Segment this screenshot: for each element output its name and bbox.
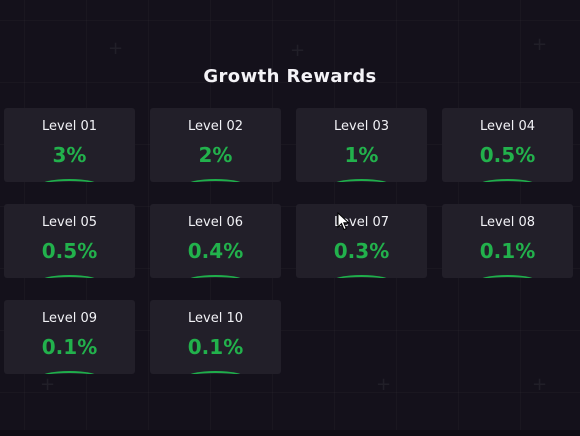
page-title: Growth Rewards [203,66,377,87]
plus-decoration-icon: + [40,374,56,395]
arc-decoration-icon [332,275,391,278]
reward-percent: 0.4% [187,239,244,263]
arc-decoration-icon [40,371,99,374]
reward-level-label: Level 03 [334,119,389,134]
reward-level-label: Level 05 [42,215,97,230]
reward-percent: 0.1% [187,335,244,359]
reward-card-level-08[interactable]: Level 08 0.1% [442,204,573,278]
arc-decoration-icon [332,179,391,182]
reward-percent: 3% [52,143,87,167]
reward-percent: 1% [344,143,379,167]
reward-card-level-05[interactable]: Level 05 0.5% [4,204,135,278]
reward-level-label: Level 09 [42,311,97,326]
reward-percent: 0.5% [479,143,536,167]
bottom-edge-bar [0,430,580,436]
reward-percent: 0.1% [41,335,98,359]
arc-decoration-icon [40,275,99,278]
reward-percent: 2% [198,143,233,167]
plus-decoration-icon: + [290,40,306,61]
arc-decoration-icon [478,275,537,278]
reward-level-label: Level 10 [188,311,243,326]
arc-decoration-icon [186,275,245,278]
arc-decoration-icon [186,371,245,374]
plus-decoration-icon: + [532,34,548,55]
mouse-pointer-icon [337,212,350,231]
reward-card-level-09[interactable]: Level 09 0.1% [4,300,135,374]
arc-decoration-icon [40,179,99,182]
reward-card-level-01[interactable]: Level 01 3% [4,108,135,182]
reward-level-label: Level 08 [480,215,535,230]
reward-level-label: Level 07 [334,215,389,230]
reward-percent: 0.1% [479,239,536,263]
reward-level-label: Level 04 [480,119,535,134]
rewards-grid: Level 01 3% Level 02 2% Level 03 1% Leve… [4,108,573,374]
reward-level-label: Level 02 [188,119,243,134]
reward-percent: 0.3% [333,239,390,263]
arc-decoration-icon [186,179,245,182]
reward-level-label: Level 01 [42,119,97,134]
reward-level-label: Level 06 [188,215,243,230]
reward-card-level-06[interactable]: Level 06 0.4% [150,204,281,278]
reward-card-level-07[interactable]: Level 07 0.3% [296,204,427,278]
reward-card-level-10[interactable]: Level 10 0.1% [150,300,281,374]
reward-card-level-02[interactable]: Level 02 2% [150,108,281,182]
reward-card-level-03[interactable]: Level 03 1% [296,108,427,182]
plus-decoration-icon: + [532,374,548,395]
arc-decoration-icon [478,179,537,182]
plus-decoration-icon: + [376,374,392,395]
plus-decoration-icon: + [108,38,124,59]
reward-card-level-04[interactable]: Level 04 0.5% [442,108,573,182]
reward-percent: 0.5% [41,239,98,263]
